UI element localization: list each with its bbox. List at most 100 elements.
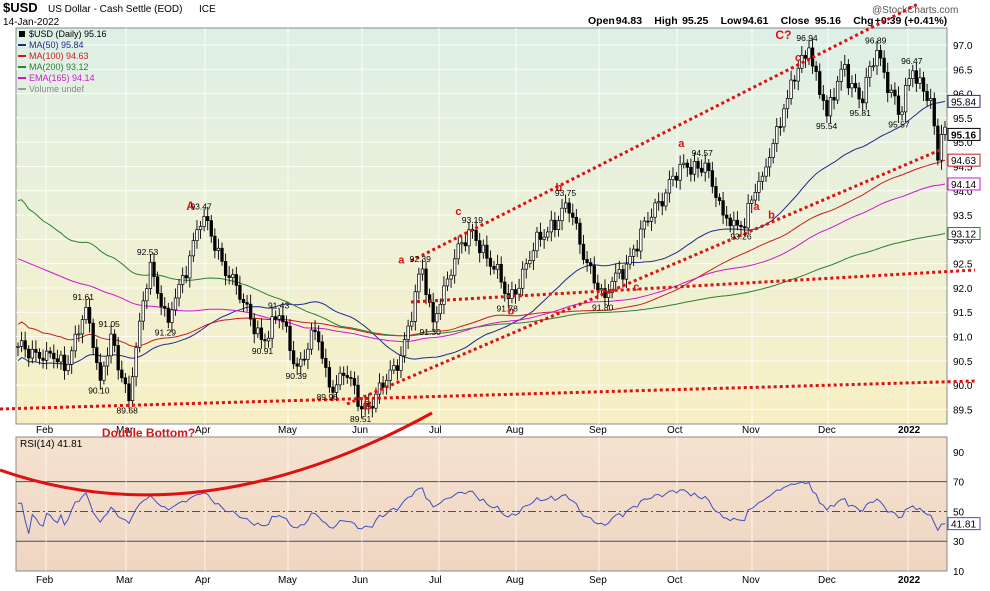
trend-line <box>0 379 976 411</box>
candle-body <box>145 288 149 302</box>
price-value-label: 93.19 <box>462 215 484 225</box>
candle-body <box>37 351 42 359</box>
candle-body <box>202 216 206 227</box>
candle-body <box>653 202 657 218</box>
candle-body <box>843 64 847 70</box>
candle-body <box>256 327 260 335</box>
candle-body <box>925 90 929 101</box>
candle-body <box>302 358 306 361</box>
candle-body <box>41 357 45 361</box>
price-value-label: 95.57 <box>888 119 910 129</box>
candle-body <box>155 276 160 294</box>
candle-body <box>431 302 435 323</box>
candle-body <box>785 98 790 110</box>
price-tick-label: 90.0 <box>953 381 973 392</box>
candle-body <box>789 79 793 99</box>
candle-body <box>835 80 840 101</box>
price-gridlines <box>16 28 947 424</box>
candle-body <box>73 333 77 352</box>
candle-body <box>442 285 446 305</box>
candle-body <box>728 217 732 227</box>
candle-body <box>775 126 779 144</box>
candle-body <box>903 85 908 113</box>
double-bottom-arc-path <box>0 411 433 497</box>
candle-body <box>556 220 561 231</box>
chart-symbol: $USD <box>3 0 38 15</box>
candle-body <box>635 248 639 252</box>
candle-body <box>499 263 503 283</box>
candle-body <box>617 269 621 274</box>
rsi-x-label: Nov <box>742 575 760 586</box>
candle-body <box>478 240 482 254</box>
candle-body <box>699 167 704 173</box>
candle-body <box>231 274 235 278</box>
rsi-x-label: Dec <box>818 575 836 586</box>
candle-body <box>721 200 725 216</box>
candle-body <box>87 307 92 324</box>
candle-body <box>850 83 854 89</box>
price-tick-label: 93.5 <box>953 211 973 222</box>
price-value-labels: 91.61 91.05 90.10 89.68 92.53 91.29 93.47 91.43… <box>73 33 923 424</box>
candle-body <box>864 76 868 104</box>
candle-body <box>717 197 722 201</box>
ma50-line <box>17 100 946 366</box>
candle-body <box>281 315 285 323</box>
price-tick-label: 91.0 <box>953 333 973 344</box>
candle-body <box>270 316 274 339</box>
rsi-tick-label: 10 <box>953 567 965 578</box>
price-value-label: 93.26 <box>730 232 752 242</box>
candle-body <box>141 300 145 322</box>
candle-body <box>767 157 772 168</box>
price-tick-label: 89.5 <box>953 405 973 416</box>
legend-entry: $USD (Daily) 95.16 <box>29 29 107 39</box>
candle-body <box>449 274 453 280</box>
candle-body <box>660 201 664 207</box>
rsi-tick-label: 50 <box>953 507 965 518</box>
candle-body <box>116 345 120 371</box>
rsi-axis-ticks: 90 70 50 30 10 <box>953 448 965 578</box>
candle-body <box>567 202 571 214</box>
price-tick-label: 92.0 <box>953 284 973 295</box>
candle-body <box>34 348 38 353</box>
candle-body <box>492 265 496 270</box>
rsi-x-label: 2022 <box>898 575 921 586</box>
rsi-gridlines <box>16 437 947 571</box>
price-tick-label: 94.5 <box>953 162 973 173</box>
candle-body <box>170 309 174 323</box>
last-value-tag-box <box>947 153 981 167</box>
ohlc-open-label: Open <box>588 15 615 27</box>
candle-body <box>649 216 654 222</box>
candle-body <box>528 260 532 265</box>
candle-body <box>195 229 199 242</box>
candle-body <box>467 229 471 247</box>
candle-body <box>710 170 715 187</box>
rsi-x-label: Feb <box>36 575 54 586</box>
price-tick-label: 95.0 <box>953 138 973 149</box>
candle-body <box>750 199 754 204</box>
candle-body <box>342 372 346 376</box>
candle-body <box>560 207 564 222</box>
candle-body <box>939 134 944 161</box>
rsi-tick-label: 70 <box>953 478 965 489</box>
candle-body <box>184 275 188 279</box>
candle-body <box>832 97 836 101</box>
price-x-label: 2022 <box>898 425 921 436</box>
candle-body <box>481 244 485 254</box>
candle-body <box>918 77 922 84</box>
candle-body <box>109 333 113 357</box>
candle-body <box>782 108 786 128</box>
legend-entry: MA(200) 93.12 <box>29 62 89 72</box>
candle-body <box>112 333 117 346</box>
candle-body <box>284 321 289 327</box>
legend-entry: Volume undef <box>29 84 85 94</box>
candle-body <box>614 272 618 282</box>
candle-body <box>542 236 546 240</box>
price-tick-label: 94.0 <box>953 187 973 198</box>
last-value-tag: 94.63 <box>951 156 976 167</box>
last-value-tag: 93.12 <box>951 230 976 241</box>
candle-body <box>510 289 514 299</box>
candle-body <box>123 377 128 385</box>
candle-body <box>839 68 843 82</box>
candle-body <box>159 293 163 307</box>
candle-body <box>624 263 629 280</box>
